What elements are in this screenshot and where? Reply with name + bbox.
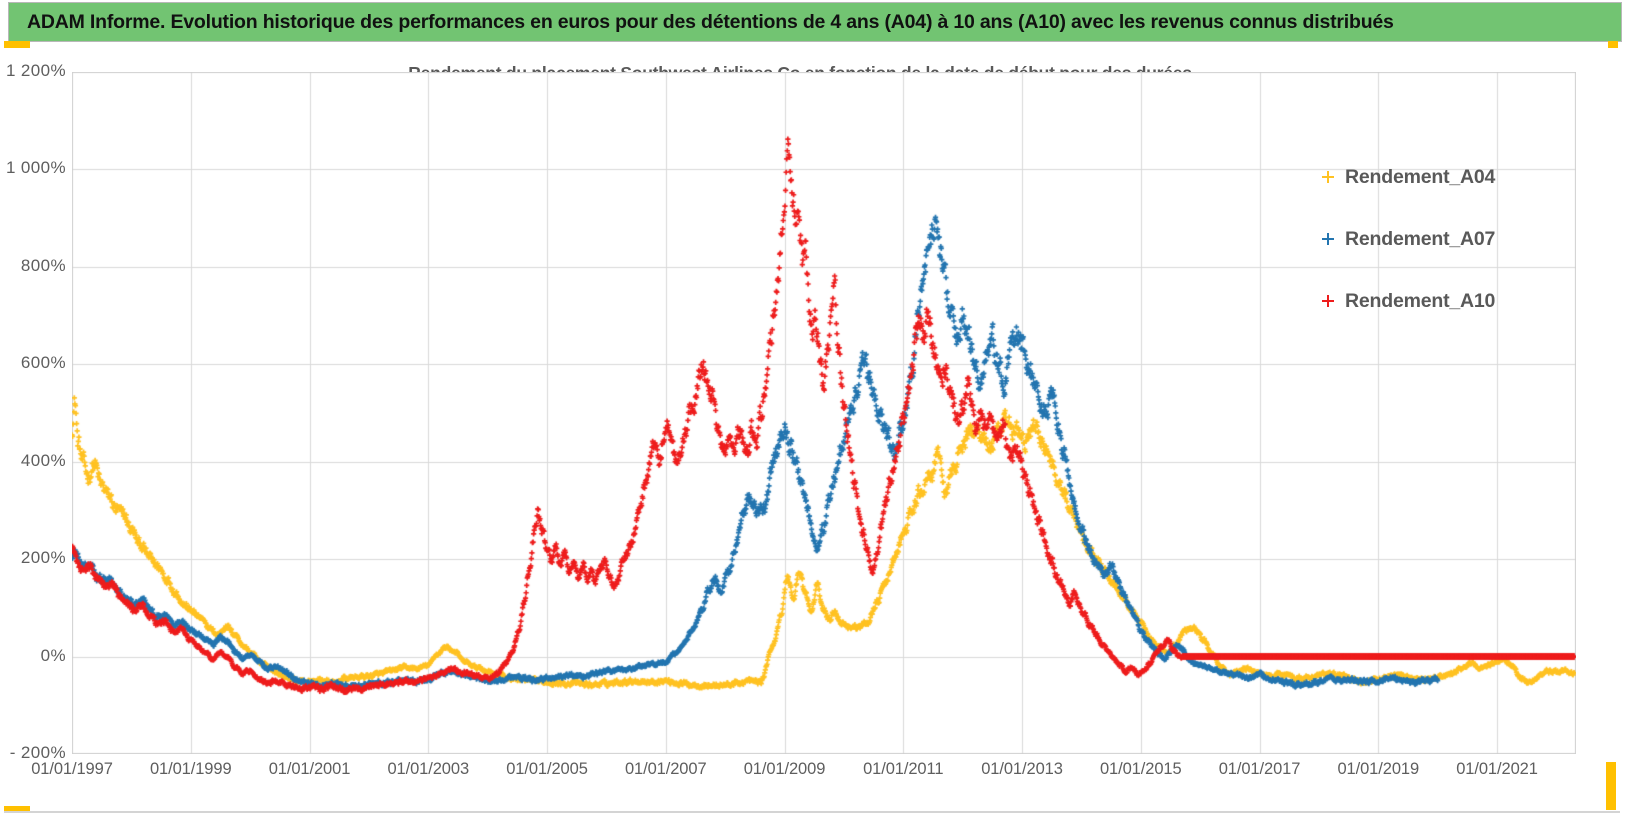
legend-plus-marker-icon	[1320, 169, 1336, 185]
legend-item-rendement_a10[interactable]: Rendement_A10	[1320, 270, 1620, 332]
y-axis-tick-label: - 200%	[9, 743, 66, 762]
x-axis-tick-label: 01/01/2007	[624, 760, 707, 778]
legend-plus-marker-icon	[1320, 293, 1336, 309]
y-axis-tick-label: 0%	[40, 645, 66, 665]
legend-item-label: Rendement_A07	[1345, 227, 1496, 250]
accent-bar-top-right	[1608, 41, 1618, 48]
chart-container: Rendement du placement Southwest Airline…	[0, 46, 1630, 816]
x-axis-tick-label: 01/01/2009	[743, 760, 826, 778]
accent-bar-bottom-right	[1606, 762, 1616, 810]
legend-item-rendement_a07[interactable]: Rendement_A07	[1320, 208, 1620, 270]
x-axis-tick-label: 01/01/1999	[149, 760, 232, 778]
x-axis-tick-label: 01/01/2021	[1456, 760, 1538, 778]
x-axis-tick-label: 01/01/2011	[863, 760, 944, 778]
x-axis-tick-label: 01/01/2013	[981, 760, 1063, 778]
scatter-plot-canvas	[72, 72, 1576, 754]
y-axis-tick-label: 600%	[20, 353, 66, 373]
x-axis-tick-label: 01/01/2015	[1099, 760, 1182, 778]
chart-legend: Rendement_A04 Rendement_A07 Rendement_A10	[1320, 146, 1620, 332]
legend-plus-marker-icon	[1320, 231, 1336, 247]
x-axis-tick-label: 01/01/2003	[387, 760, 470, 778]
accent-bar-bottom-left	[4, 806, 30, 813]
x-axis-tick-label: 01/01/2001	[268, 760, 351, 778]
x-axis-tick-label: 01/01/2017	[1218, 760, 1301, 778]
accent-bar-top-left	[4, 41, 30, 48]
legend-item-label: Rendement_A04	[1345, 165, 1496, 188]
legend-item-rendement_a04[interactable]: Rendement_A04	[1320, 146, 1620, 208]
y-axis-tick-label: 200%	[20, 548, 66, 568]
y-axis-tick-label: 1 000%	[5, 158, 66, 178]
slide-title-banner: ADAM Informe. Evolution historique des p…	[8, 2, 1622, 42]
x-axis-tick-label: 01/01/1997	[31, 760, 113, 778]
x-axis-tick-label: 01/01/2005	[506, 760, 588, 778]
y-axis-tick-label: 400%	[20, 450, 66, 470]
legend-item-label: Rendement_A10	[1345, 289, 1496, 312]
slide-frame-bottom-line	[4, 811, 1620, 813]
y-axis-tick-label: 800%	[20, 255, 66, 275]
x-axis-tick-label: 01/01/2019	[1337, 760, 1420, 778]
y-axis-tick-label: 1 200%	[5, 61, 66, 80]
slide-title-text: ADAM Informe. Evolution historique des p…	[27, 10, 1394, 33]
